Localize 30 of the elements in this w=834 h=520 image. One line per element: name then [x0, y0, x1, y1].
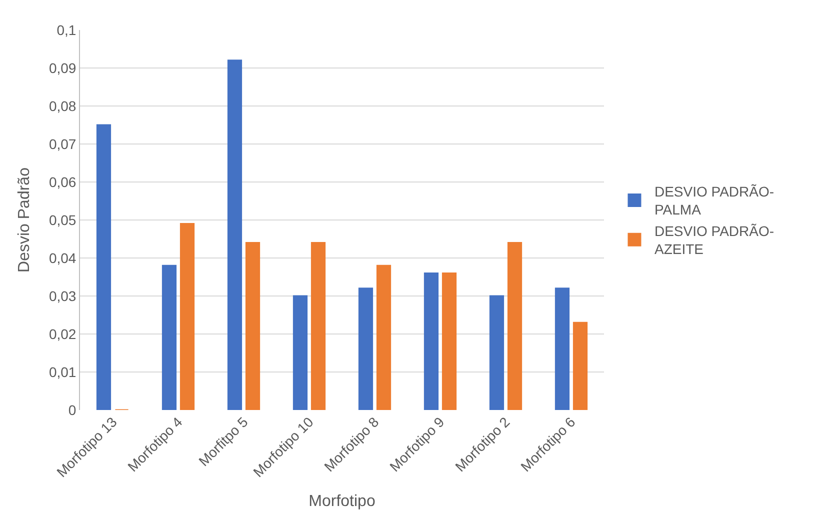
bar — [358, 288, 374, 410]
y-tick-label: 0,1 — [56, 22, 76, 38]
bar — [554, 288, 570, 410]
bar — [292, 295, 308, 410]
bar — [376, 264, 392, 410]
x-axis-title: Morfotipo — [308, 492, 376, 510]
y-tick-label: 0,03 — [48, 288, 76, 304]
y-tick-label: 0,08 — [48, 98, 76, 114]
y-tick-label: 0,05 — [48, 212, 76, 228]
y-tick-label: 0 — [68, 402, 76, 418]
y-tick-label: 0,01 — [48, 364, 76, 380]
bar — [310, 242, 326, 410]
y-tick-label: 0,07 — [48, 136, 76, 152]
y-tick-label: 0,04 — [48, 250, 76, 266]
bar — [507, 242, 522, 410]
y-axis-title: Desvio Padrão — [16, 167, 33, 272]
bar — [96, 124, 112, 410]
legend-label: DESVIO PADRÃO-AZEITE — [654, 222, 774, 258]
legend-label: DESVIO PADRÃO-PALMA — [654, 184, 774, 218]
bar — [245, 242, 260, 410]
bar — [162, 264, 177, 410]
bar — [227, 60, 242, 410]
bar — [442, 272, 457, 410]
y-tick-label: 0,09 — [48, 60, 76, 76]
bar — [572, 322, 588, 410]
y-tick-label: 0,06 — [48, 174, 76, 190]
bar — [489, 295, 504, 410]
bar — [424, 272, 439, 410]
y-tick-label: 0,02 — [48, 326, 76, 342]
bar — [180, 223, 195, 410]
